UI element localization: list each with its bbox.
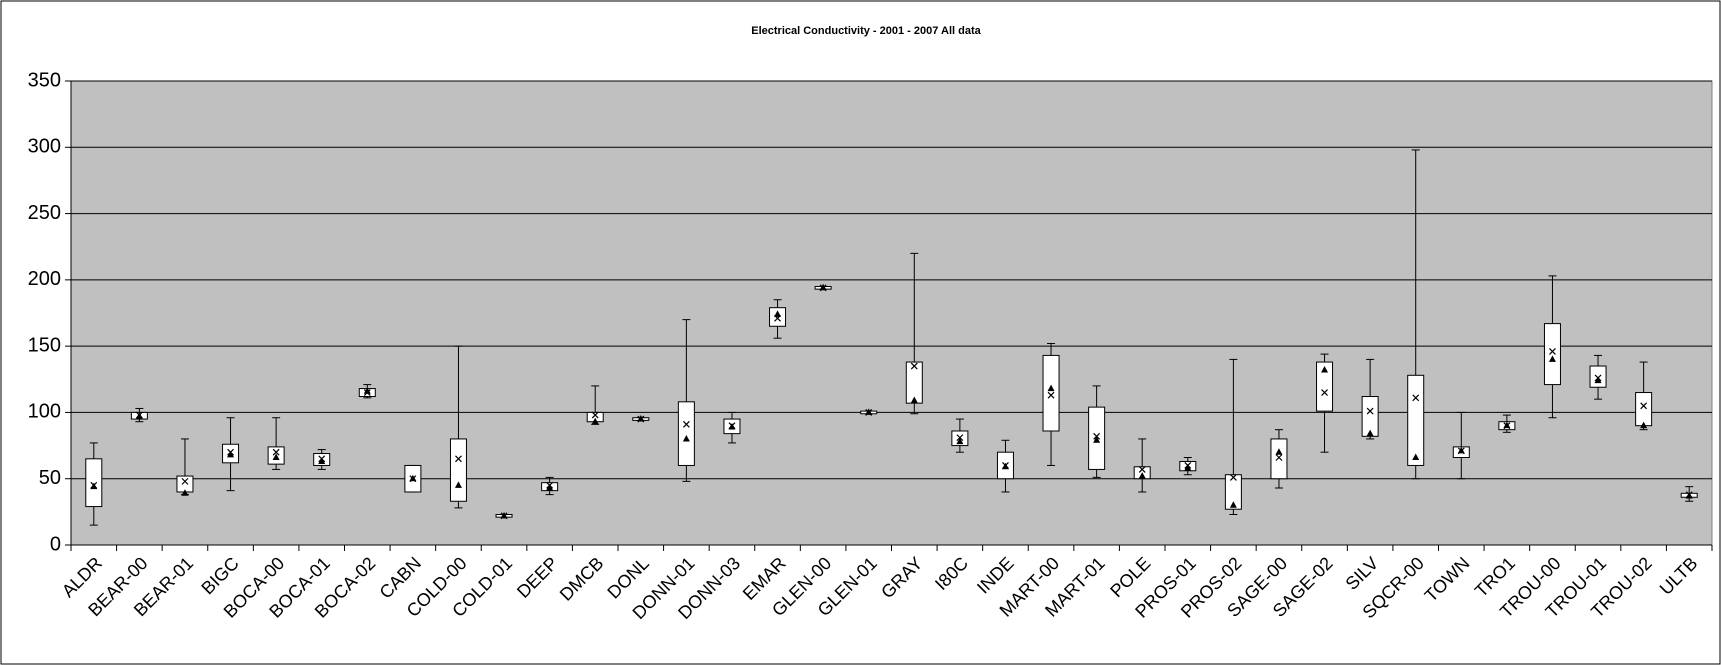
- median-marker: [1047, 384, 1055, 392]
- y-tick-label: 0: [50, 533, 61, 555]
- median-marker: [591, 417, 599, 425]
- y-tick-label: 100: [28, 401, 61, 423]
- mean-marker: [1549, 348, 1556, 355]
- median-marker: [1001, 462, 1009, 470]
- box: [1270, 438, 1288, 480]
- median-marker: [728, 423, 736, 430]
- median-marker: [1640, 421, 1648, 429]
- mean-marker: [1047, 391, 1055, 399]
- median-marker: [1503, 421, 1511, 429]
- median-marker: [135, 412, 143, 419]
- median-marker: [865, 408, 873, 415]
- median-marker: [1321, 366, 1329, 373]
- median-marker: [774, 310, 782, 317]
- box: [1042, 354, 1060, 432]
- box: [1407, 374, 1425, 466]
- box: [769, 307, 787, 327]
- median-marker: [1594, 376, 1602, 384]
- median-marker: [90, 482, 98, 490]
- box: [449, 438, 467, 502]
- median-marker: [956, 437, 964, 445]
- mean-marker: [272, 448, 280, 456]
- box: [1316, 361, 1334, 412]
- median-marker: [546, 483, 554, 491]
- box: [1224, 474, 1242, 510]
- chart-title: Electrical Conductivity - 2001 - 2007 Al…: [751, 25, 981, 37]
- median-marker: [454, 481, 462, 488]
- mean-marker: [1412, 394, 1420, 402]
- y-tick-label: 250: [28, 202, 61, 224]
- y-tick-label: 150: [28, 334, 61, 356]
- median-marker: [1412, 453, 1420, 461]
- median-marker: [682, 434, 690, 442]
- mean-marker: [181, 477, 189, 485]
- median-marker: [1275, 448, 1283, 455]
- mean-marker: [1640, 402, 1648, 410]
- mean-marker: [1229, 473, 1237, 481]
- median-marker: [1366, 429, 1374, 437]
- median-marker: [363, 387, 371, 394]
- mean-marker: [910, 362, 918, 370]
- y-tick-label: 50: [39, 467, 61, 489]
- box: [1361, 396, 1379, 437]
- box: [1635, 392, 1653, 427]
- mean-marker: [455, 455, 462, 463]
- median-marker: [318, 457, 326, 464]
- box: [905, 361, 923, 404]
- median-marker: [500, 511, 508, 519]
- plot-area: [70, 80, 1713, 546]
- median-marker: [409, 474, 417, 482]
- mean-marker: [1321, 389, 1328, 396]
- median-marker: [1229, 501, 1237, 508]
- y-tick-label: 300: [28, 136, 61, 158]
- mean-marker: [682, 420, 690, 428]
- median-marker: [819, 283, 827, 291]
- median-marker: [1685, 491, 1693, 499]
- box: [1543, 323, 1561, 386]
- y-tick-label: 200: [28, 268, 61, 290]
- median-marker: [181, 489, 189, 496]
- mean-marker: [591, 411, 599, 419]
- mean-marker: [1138, 466, 1146, 473]
- median-marker: [1548, 355, 1556, 362]
- median-marker: [272, 453, 280, 461]
- mean-marker: [1275, 454, 1283, 461]
- median-marker: [1184, 464, 1192, 471]
- median-marker: [1093, 436, 1101, 443]
- y-tick-label: 350: [28, 69, 61, 91]
- median-marker: [227, 450, 235, 458]
- median-marker: [637, 415, 645, 422]
- box: [677, 401, 695, 466]
- mean-marker: [1366, 407, 1374, 415]
- median-marker: [910, 396, 918, 403]
- median-marker: [1138, 472, 1146, 479]
- median-marker: [1457, 446, 1465, 454]
